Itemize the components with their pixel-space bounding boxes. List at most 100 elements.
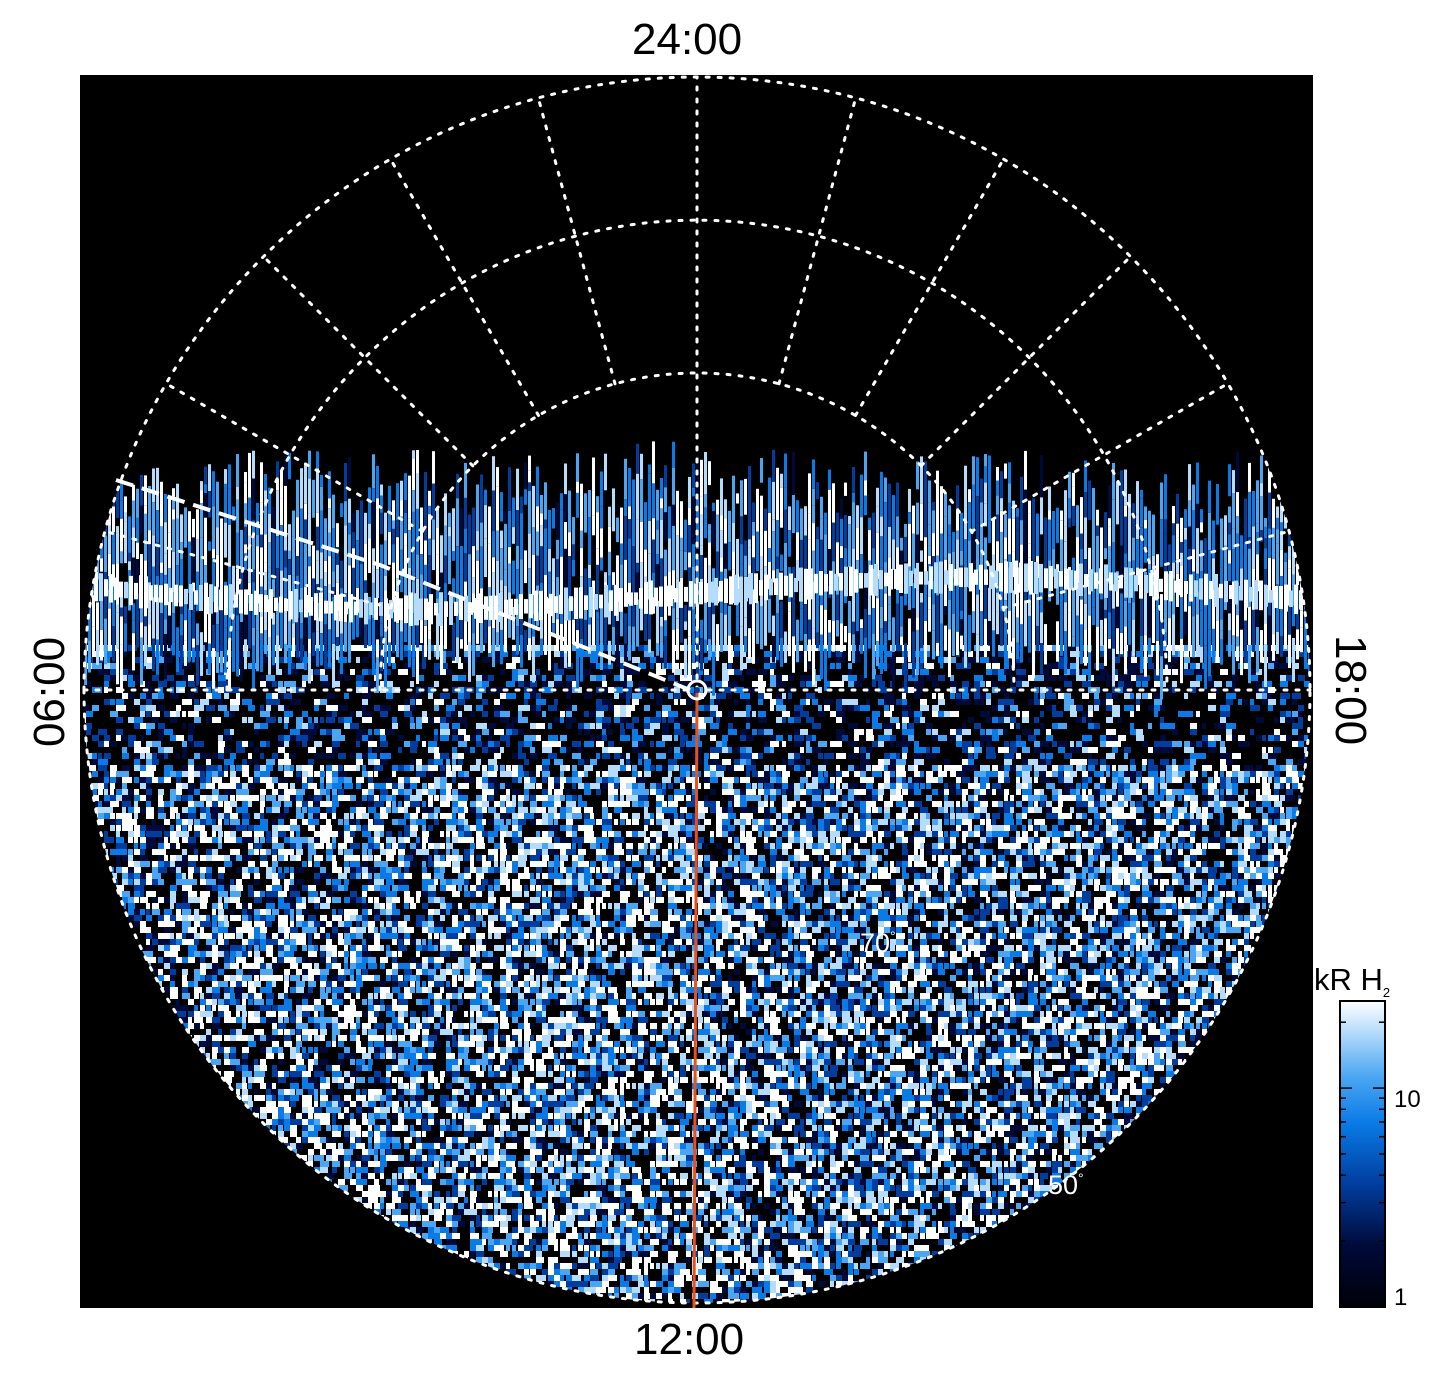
emission-pixel <box>416 891 421 897</box>
emission-pixel <box>710 831 714 837</box>
emission-pixel <box>656 753 666 759</box>
emission-pixel <box>1196 741 1202 747</box>
emission-pixel <box>710 777 718 783</box>
emission-pixel <box>596 735 606 741</box>
emission-pixel <box>788 831 796 837</box>
emission-pixel <box>230 711 235 717</box>
emission-pixel <box>1250 885 1258 891</box>
emission-pixel <box>1166 849 1173 855</box>
emission-pixel <box>866 777 874 783</box>
emission-pixel <box>1286 837 1293 843</box>
emission-pixel <box>866 735 874 741</box>
emission-pixel <box>368 669 375 675</box>
emission-pixel <box>680 789 687 795</box>
emission-pixel <box>344 861 349 867</box>
emission-pixel <box>830 795 838 801</box>
emission-pixel <box>1172 813 1179 819</box>
emission-pixel <box>560 855 568 861</box>
emission-pixel <box>1022 765 1032 771</box>
emission-pixel <box>764 837 768 843</box>
emission-pixel <box>1202 789 1212 795</box>
emission-pixel <box>488 789 494 795</box>
emission-pixel <box>446 765 451 771</box>
emission-pixel <box>800 831 808 837</box>
emission-pixel <box>326 771 335 777</box>
emission-pixel <box>434 777 441 783</box>
emission-pixel <box>986 789 991 795</box>
emission-pixel <box>104 801 112 807</box>
emission-pixel <box>314 699 321 705</box>
emission-pixel <box>1112 849 1117 855</box>
emission-pixel <box>860 879 866 885</box>
emission-pixel <box>896 813 906 819</box>
emission-pixel <box>248 885 253 891</box>
emission-pixel <box>530 849 538 855</box>
emission-pixel <box>212 831 216 837</box>
emission-pixel <box>548 837 552 843</box>
emission-pixel <box>518 843 526 849</box>
emission-pixel <box>794 867 799 873</box>
emission-pixel <box>620 795 624 801</box>
emission-pixel <box>140 693 147 699</box>
emission-pixel <box>470 801 477 807</box>
emission-pixel <box>188 825 192 831</box>
emission-pixel <box>308 807 314 813</box>
emission-pixel <box>350 813 354 819</box>
emission-pixel <box>248 849 257 855</box>
emission-pixel <box>1148 783 1155 789</box>
emission-pixel <box>836 825 844 831</box>
emission-pixel <box>476 723 484 729</box>
emission-pixel <box>602 705 609 711</box>
emission-pixel <box>1262 735 1266 741</box>
emission-pixel <box>710 699 714 705</box>
emission-pixel <box>446 831 450 837</box>
emission-pixel <box>278 741 283 747</box>
emission-pixel <box>350 873 358 879</box>
emission-pixel <box>506 885 510 891</box>
emission-pixel <box>362 789 368 795</box>
emission-pixel <box>326 873 332 879</box>
emission-pixel <box>344 837 353 843</box>
emission-pixel <box>686 711 696 717</box>
emission-pixel <box>200 891 210 897</box>
emission-pixel <box>1016 813 1023 819</box>
emission-pixel <box>602 669 611 675</box>
emission-pixel <box>308 777 313 783</box>
emission-pixel <box>242 771 249 777</box>
emission-pixel <box>668 801 678 807</box>
emission-pixel <box>578 855 584 861</box>
emission-pixel <box>92 783 100 789</box>
emission-pixel <box>764 867 769 873</box>
emission-pixel <box>458 837 467 843</box>
emission-pixel <box>632 861 641 867</box>
emission-pixel <box>1070 789 1078 795</box>
emission-pixel <box>776 771 781 777</box>
emission-pixel <box>254 777 263 783</box>
emission-pixel <box>860 765 868 771</box>
emission-pixel <box>158 807 164 813</box>
emission-pixel <box>116 735 121 741</box>
emission-pixel <box>1262 843 1269 849</box>
emission-pixel <box>872 873 877 879</box>
emission-pixel <box>1010 723 1014 729</box>
emission-pixel <box>914 831 922 837</box>
emission-pixel <box>92 705 99 711</box>
emission-pixel <box>1088 753 1092 759</box>
emission-pixel <box>842 651 846 657</box>
emission-pixel <box>176 669 184 675</box>
emission-pixel <box>608 813 612 819</box>
emission-pixel <box>1184 843 1193 849</box>
emission-pixel <box>992 729 1000 735</box>
emission-pixel <box>1154 861 1162 867</box>
emission-pixel <box>974 687 980 693</box>
emission-pixel <box>956 885 961 891</box>
emission-pixel <box>1148 771 1158 777</box>
emission-pixel <box>968 717 974 723</box>
emission-pixel <box>830 891 839 897</box>
emission-pixel <box>818 741 827 747</box>
emission-pixel <box>1112 747 1118 753</box>
emission-pixel <box>1106 831 1116 837</box>
emission-pixel <box>290 735 296 741</box>
emission-pixel <box>968 651 973 657</box>
emission-pixel <box>848 867 853 873</box>
